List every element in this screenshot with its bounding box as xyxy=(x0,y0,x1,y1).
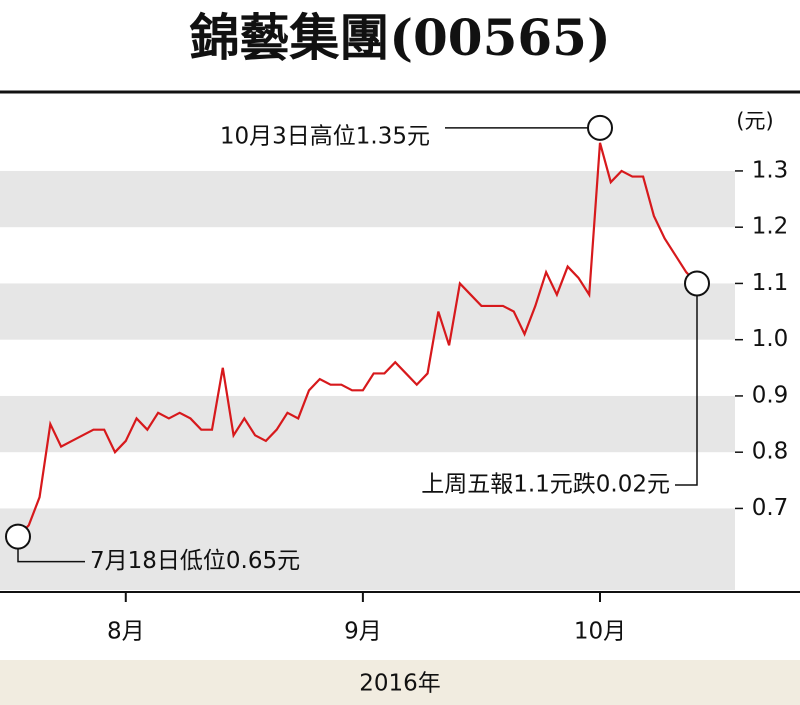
x-tick-label: 9月 xyxy=(344,619,382,645)
point-marker xyxy=(684,270,710,297)
x-tick-label: 10月 xyxy=(574,619,626,645)
point-marker xyxy=(587,114,613,141)
y-tick-label: 0.7 xyxy=(752,495,789,521)
chart-title: 錦藝集團(00565) xyxy=(189,8,610,67)
y-tick-label: 1.0 xyxy=(752,326,789,352)
y-tick-label: 0.8 xyxy=(752,439,789,465)
y-tick-label: 0.9 xyxy=(752,382,789,408)
unit-label: (元) xyxy=(736,109,773,133)
band xyxy=(0,170,735,228)
annotation: 上周五報1.1元跌0.02元 xyxy=(421,472,670,498)
annotation: 10月3日高位1.35元 xyxy=(220,123,430,149)
x-tick-label: 8月 xyxy=(107,619,145,645)
leader-line xyxy=(675,295,698,486)
y-tick-label: 1.3 xyxy=(752,157,789,183)
annotation: 7月18日低位0.65元 xyxy=(90,548,300,574)
point-marker xyxy=(5,523,31,550)
footer: 2016年 xyxy=(359,671,441,697)
footer-band xyxy=(0,660,800,705)
leader-line xyxy=(17,548,85,563)
band xyxy=(0,283,735,340)
y-tick-label: 1.1 xyxy=(752,270,789,296)
price-line xyxy=(17,142,698,538)
band xyxy=(0,508,735,590)
y-tick-label: 1.2 xyxy=(752,214,789,240)
